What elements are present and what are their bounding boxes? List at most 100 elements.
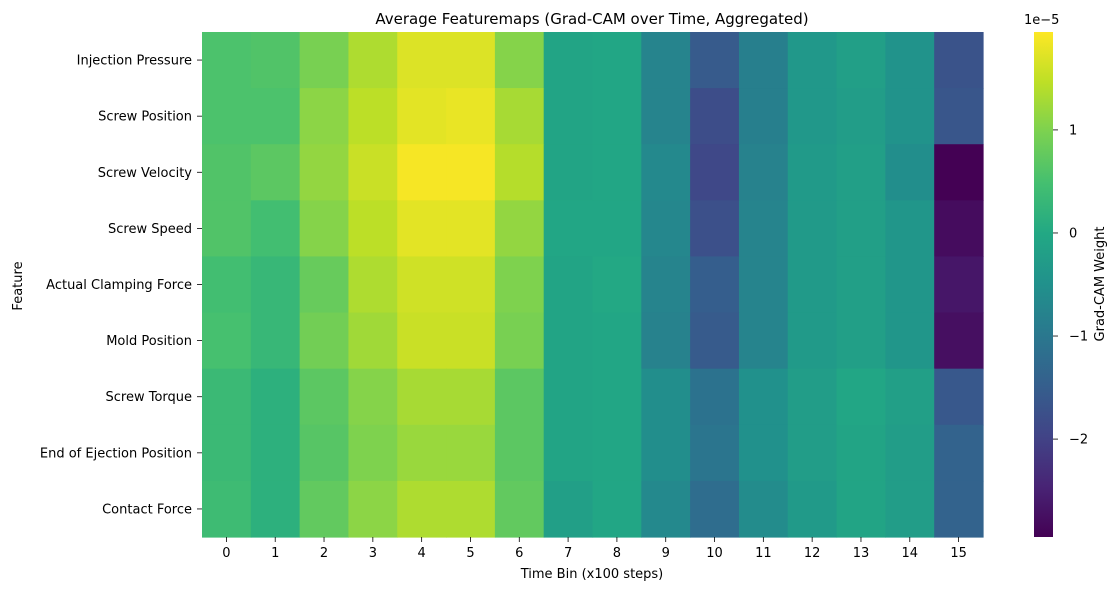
heatmap-cell xyxy=(690,312,740,370)
heatmap-cell xyxy=(494,256,545,314)
heatmap-cell xyxy=(934,32,984,89)
heatmap-cell xyxy=(885,88,935,145)
heatmap-cell xyxy=(543,88,594,145)
heatmap-cell xyxy=(446,312,496,370)
x-tick-label: 15 xyxy=(950,546,967,561)
heatmap-cell xyxy=(934,312,984,370)
x-tick-label: 5 xyxy=(466,546,474,561)
heatmap-cell xyxy=(202,368,252,426)
heatmap-cell xyxy=(592,424,642,482)
heatmap-cell xyxy=(934,88,984,145)
y-tick-label: Contact Force xyxy=(102,502,192,517)
heatmap-cell xyxy=(299,200,350,258)
y-tick-labels: Injection Pressure Screw Position Screw Ve… xyxy=(40,54,202,517)
x-axis-label: Time Bin (x100 steps) xyxy=(520,567,664,582)
heatmap-cell xyxy=(348,88,398,145)
heatmap-cell xyxy=(641,312,691,370)
x-tick-label: 10 xyxy=(706,546,723,561)
y-tick-label: Screw Speed xyxy=(108,222,192,237)
y-tick-label: Screw Position xyxy=(98,110,192,125)
colorbar-tick-label: −1 xyxy=(1069,330,1088,345)
heatmap-cell xyxy=(787,144,838,201)
y-tick-label: Actual Clamping Force xyxy=(46,278,192,293)
heatmap-cell xyxy=(543,312,594,370)
heatmap-cell xyxy=(250,368,301,426)
heatmap-cell xyxy=(397,256,447,314)
heatmap-cell xyxy=(641,144,691,201)
heatmap-cell xyxy=(934,144,984,201)
heatmap-cell xyxy=(592,88,642,145)
y-tick-label: End of Ejection Position xyxy=(40,446,192,461)
heatmap-cell xyxy=(738,480,789,538)
heatmap-cell xyxy=(934,480,984,538)
y-tick-label: Screw Torque xyxy=(105,390,192,405)
heatmap-cell xyxy=(250,88,301,145)
heatmap-cell xyxy=(690,368,740,426)
heatmap-cell xyxy=(592,480,642,538)
heatmap-cell xyxy=(641,480,691,538)
heatmap-cell xyxy=(348,32,398,89)
heatmap-cell xyxy=(592,256,642,314)
heatmap-cell xyxy=(592,368,642,426)
y-axis-label: Feature xyxy=(11,261,26,310)
heatmap-cell xyxy=(543,368,594,426)
heatmap-cell xyxy=(592,200,642,258)
heatmap-cell xyxy=(299,424,350,482)
heatmap-cell xyxy=(348,256,398,314)
heatmap-cell xyxy=(299,32,350,89)
heatmap-cell xyxy=(836,480,886,538)
heatmap-cell xyxy=(592,144,642,201)
heatmap-cell xyxy=(543,200,594,258)
colorbar-tick-label: −2 xyxy=(1069,433,1088,448)
heatmap-cell xyxy=(836,88,886,145)
heatmap-cell xyxy=(397,200,447,258)
heatmap-cell xyxy=(299,480,350,538)
heatmap-cell xyxy=(738,256,789,314)
heatmap-cell xyxy=(885,256,935,314)
heatmap-cell xyxy=(836,144,886,201)
heatmap-cell xyxy=(348,480,398,538)
heatmap-cell xyxy=(690,32,740,89)
heatmap-cell xyxy=(299,88,350,145)
heatmap-cell xyxy=(348,200,398,258)
heatmap-cell xyxy=(738,144,789,201)
heatmap-cell xyxy=(787,480,838,538)
heatmap-cell xyxy=(348,424,398,482)
heatmap-cell xyxy=(348,368,398,426)
heatmap-cell xyxy=(202,200,252,258)
colorbar-tick-label: 1 xyxy=(1069,123,1077,138)
colorbar-label: Grad-CAM Weight xyxy=(1093,227,1108,342)
y-tick-label: Injection Pressure xyxy=(77,54,192,69)
heatmap-cell xyxy=(494,88,545,145)
heatmap-cell xyxy=(787,32,838,89)
heatmap-cell xyxy=(836,312,886,370)
heatmap-cell xyxy=(494,200,545,258)
heatmap-cell xyxy=(348,144,398,201)
x-tick-label: 14 xyxy=(902,546,919,561)
heatmap-cell xyxy=(543,424,594,482)
colorbar-scale-label: 1e−5 xyxy=(1024,13,1059,28)
x-tick-label: 8 xyxy=(613,546,621,561)
heatmap-cell xyxy=(934,368,984,426)
heatmap-cell xyxy=(787,256,838,314)
colorbar-ticks: 1 0 −1 −2 xyxy=(1053,123,1088,448)
colorbar-tick-label: 0 xyxy=(1069,226,1077,241)
heatmap-cell xyxy=(641,200,691,258)
heatmap-cell xyxy=(885,144,935,201)
heatmap-cell xyxy=(446,32,496,89)
heatmap-cell xyxy=(836,424,886,482)
heatmap-cell xyxy=(885,312,935,370)
heatmap-cell xyxy=(690,424,740,482)
heatmap-cell xyxy=(934,424,984,482)
colorbar xyxy=(1034,32,1053,537)
x-tick-labels: 0 1 2 3 4 5 6 7 8 9 10 11 12 13 14 15 xyxy=(222,537,967,561)
heatmap-cell xyxy=(202,424,252,482)
heatmap-cell xyxy=(446,144,496,201)
heatmap-cell xyxy=(738,312,789,370)
heatmap-cell xyxy=(787,312,838,370)
heatmap-cell xyxy=(446,88,496,145)
x-tick-label: 2 xyxy=(320,546,328,561)
heatmap-cell xyxy=(641,256,691,314)
x-tick-label: 11 xyxy=(755,546,772,561)
